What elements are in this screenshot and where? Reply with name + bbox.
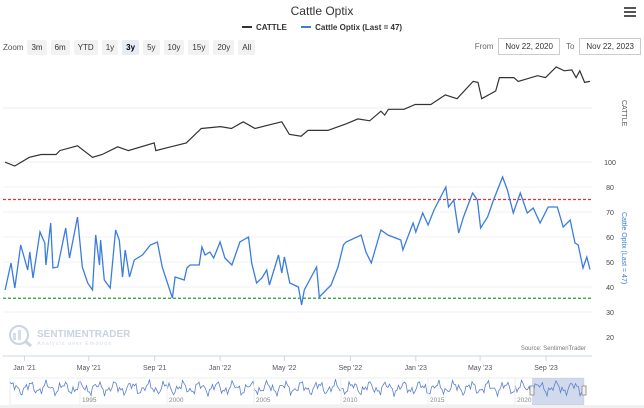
legend-item-cattle[interactable]: CATTLE	[241, 22, 287, 32]
cattle-axis-label: CATTLE	[620, 100, 627, 127]
navigator-scrollbar[interactable]	[0, 405, 644, 408]
chart-title: Cattle Optix	[290, 4, 354, 18]
cattle-series-line	[4, 66, 591, 167]
x-tick-label: Sep '23	[534, 365, 558, 372]
from-label: From	[474, 42, 494, 51]
zoom-button-15y[interactable]: 15y	[188, 40, 210, 55]
legend-label: Cattle Optix (Last = 47)	[315, 22, 403, 32]
navigator-right-handle[interactable]	[581, 385, 587, 396]
x-tick-label: Sep '22	[339, 365, 363, 372]
navigator-tick-label: 1995	[82, 397, 97, 404]
zoom-button-all[interactable]: All	[238, 40, 256, 55]
to-label: To	[565, 42, 575, 51]
hamburger-menu-icon[interactable]	[624, 7, 636, 17]
zoom-button-1y[interactable]: 1y	[101, 40, 119, 55]
navigator-tick-label: 2015	[430, 397, 445, 404]
legend: CATTLE Cattle Optix (Last = 47)	[0, 21, 644, 32]
x-tick-label: May '23	[468, 365, 492, 372]
zoom-button-5y[interactable]: 5y	[143, 40, 160, 55]
optix-axis-label: Cattle Optix (Last = 47)	[620, 212, 627, 284]
zoom-button-3y[interactable]: 3y	[122, 40, 140, 55]
legend-item-optix[interactable]: Cattle Optix (Last = 47)	[301, 23, 402, 32]
navigator-left-handle[interactable]	[529, 385, 535, 396]
navigator-series	[9, 378, 584, 398]
y-tick-label: 100	[604, 160, 616, 167]
zoom-button-10y[interactable]: 10y	[163, 40, 185, 55]
y-tick-label: 40	[606, 285, 614, 292]
zoom-button-3m[interactable]: 3m	[27, 40, 47, 55]
y-tick-label: 80	[606, 185, 614, 192]
date-range: From Nov 22, 2020 To Nov 22, 2023	[475, 38, 641, 55]
y-tick-label: 60	[606, 235, 614, 242]
navigator[interactable]: 1995 2000 2005 2010 2015 2020	[0, 377, 644, 408]
optix-series-line	[4, 175, 591, 306]
y-tick-label: 20	[606, 335, 614, 342]
logo-tagline: Analysis over Emotion	[37, 341, 112, 347]
sentimentrader-logo: SENTIMENTRADER Analysis over Emotion	[9, 325, 131, 348]
zoom-bar: Zoom 3m 6m YTD 1y 3y 5y 10y 15y 20y All	[3, 40, 259, 55]
x-tick-label: Jan '23	[405, 365, 427, 372]
legend-label: CATTLE	[255, 22, 287, 32]
to-date-input[interactable]: Nov 22, 2023	[579, 38, 641, 55]
logo-name: SENTIMENTRADER	[37, 329, 131, 340]
navigator-tick-label: 2010	[343, 397, 358, 404]
navigator-tick-label: 2000	[169, 397, 184, 404]
x-tick-label: Sep '21	[143, 365, 167, 372]
x-tick-label: May '22	[272, 365, 296, 372]
x-tick-label: Jan '21	[13, 365, 35, 372]
y-tick-label: 70	[606, 210, 614, 217]
navigator-tick-label: 2020	[517, 397, 532, 404]
zoom-button-6m[interactable]: 6m	[50, 40, 70, 55]
x-tick-label: Jan '22	[209, 365, 231, 372]
zoom-label: Zoom	[3, 43, 24, 52]
zoom-button-ytd[interactable]: YTD	[73, 40, 98, 55]
navigator-selected-range[interactable]	[532, 378, 584, 405]
y-tick-label: 30	[606, 310, 614, 317]
from-date-input[interactable]: Nov 22, 2020	[498, 38, 560, 55]
source-text: Source: SentimenTrader	[521, 346, 586, 352]
y-tick-label: 50	[606, 260, 614, 267]
x-tick-label: May '21	[77, 365, 101, 372]
navigator-tick-label: 2005	[256, 397, 271, 404]
zoom-button-20y[interactable]: 20y	[213, 40, 235, 55]
